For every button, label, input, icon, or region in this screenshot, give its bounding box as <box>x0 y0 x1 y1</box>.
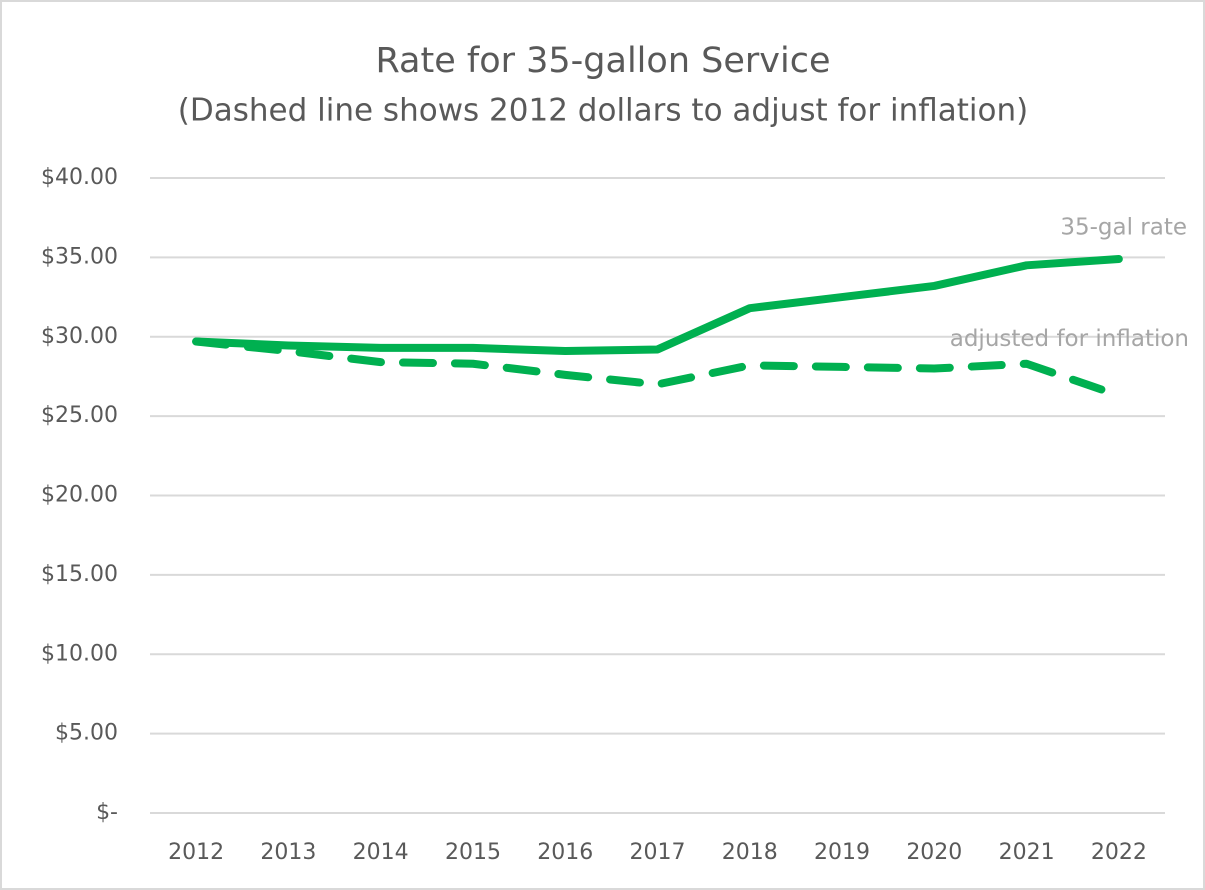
x-tick-label: 2022 <box>1091 840 1147 865</box>
y-tick-label: $20.00 <box>41 483 118 508</box>
series-line <box>192 254 1123 356</box>
y-tick-label: $15.00 <box>41 562 118 587</box>
series-line <box>192 337 1123 400</box>
y-tick-label: $35.00 <box>41 244 118 269</box>
x-tick-label: 2015 <box>445 840 501 865</box>
y-tick-label: $- <box>96 800 118 825</box>
chart-title: Rate for 35-gallon Service <box>376 41 831 81</box>
series-label: 35-gal rate <box>1060 214 1187 240</box>
series-label: adjusted for inflation <box>950 326 1189 352</box>
chart-subtitle: (Dashed line shows 2012 dollars to adjus… <box>178 93 1028 129</box>
x-tick-label: 2017 <box>630 840 686 865</box>
y-tick-label: $40.00 <box>41 165 118 190</box>
x-tick-label: 2016 <box>537 840 593 865</box>
x-tick-label: 2012 <box>168 840 224 865</box>
x-tick-label: 2019 <box>814 840 870 865</box>
y-tick-label: $5.00 <box>55 721 118 746</box>
x-tick-label: 2014 <box>353 840 409 865</box>
x-tick-label: 2020 <box>906 840 962 865</box>
y-tick-label: $25.00 <box>41 403 118 428</box>
y-tick-label: $10.00 <box>41 641 118 666</box>
x-tick-label: 2013 <box>260 840 316 865</box>
x-tick-label: 2018 <box>722 840 778 865</box>
x-tick-label: 2021 <box>999 840 1055 865</box>
y-tick-label: $30.00 <box>41 324 118 349</box>
